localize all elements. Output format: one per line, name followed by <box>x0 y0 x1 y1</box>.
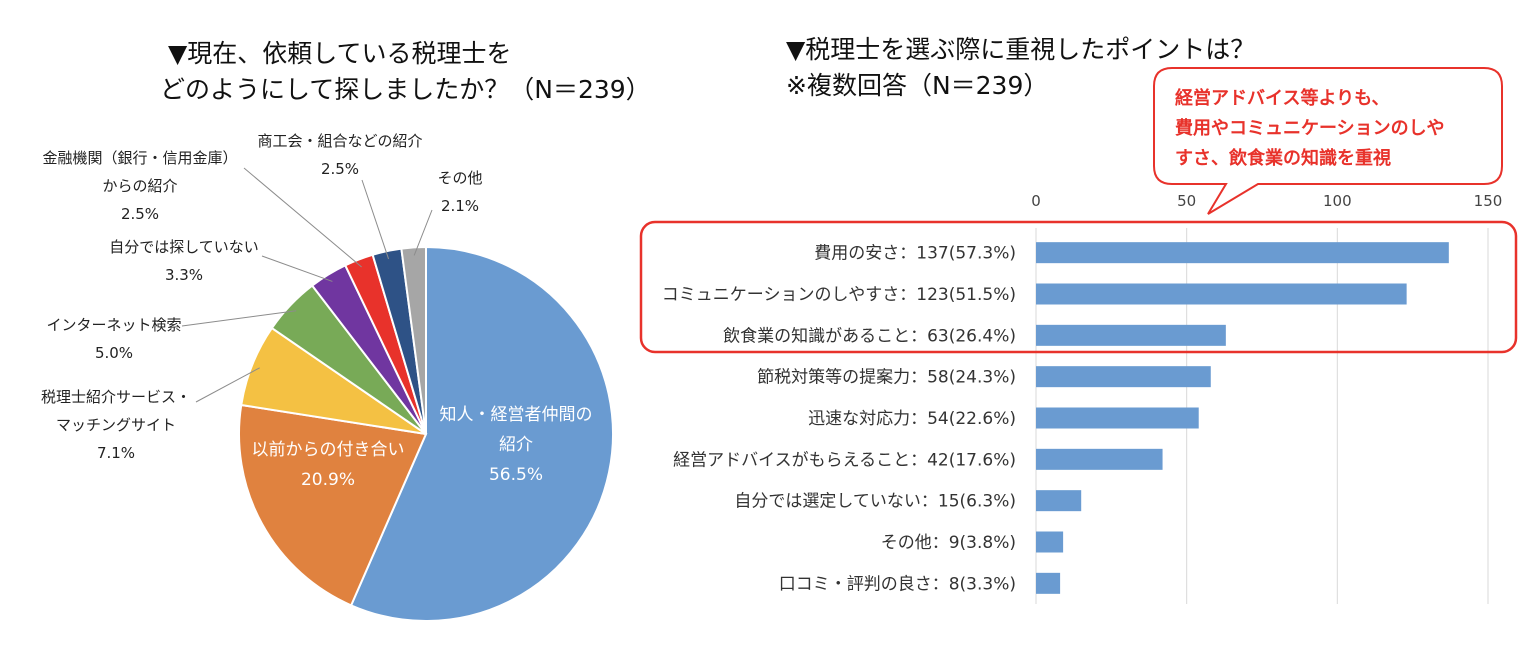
pie-slice-label: 7.1% <box>97 444 135 462</box>
pie-slice-label: 知人・経営者仲間の <box>440 405 593 425</box>
pie-slice-label: 56.5% <box>489 465 543 485</box>
callout-line-2: 費用やコミュニケーションのしや <box>1175 117 1444 139</box>
bar <box>1036 531 1064 553</box>
pie-slice-label: その他 <box>437 169 482 187</box>
pie-slice-label: 2.5% <box>121 205 159 223</box>
bar <box>1036 324 1226 346</box>
category-label: 費用の安さ：137(57.3%) <box>814 244 1016 264</box>
pie-slice-label: インターネット検索 <box>46 316 181 334</box>
leader-line <box>195 367 260 403</box>
pie-slice-label: 紹介 <box>499 435 533 455</box>
pie-slice-label: 金融機関（銀行・信用金庫） <box>42 149 237 167</box>
x-tick-label: 50 <box>1177 192 1196 210</box>
bar <box>1036 448 1163 470</box>
leader-line <box>361 179 390 260</box>
bar <box>1036 283 1407 305</box>
pie-slice-label: 5.0% <box>95 344 133 362</box>
pie-slice <box>400 245 427 435</box>
pie-slice-label: 3.3% <box>165 266 203 284</box>
pie-slice-label: 税理士紹介サービス・ <box>41 388 191 406</box>
pie-slice-label: 以前からの付き合い <box>252 440 405 460</box>
leader-line <box>243 167 362 268</box>
callout-bubble <box>1153 67 1503 215</box>
category-label: 口コミ・評判の良さ：8(3.3%) <box>779 574 1016 594</box>
category-label: 経営アドバイスがもらえること：42(17.6%) <box>673 450 1016 470</box>
bar-title-line-2: ※複数回答（N＝239） <box>786 71 1048 100</box>
callout: 経営アドバイス等よりも、 費用やコミュニケーションのしや すさ、飲食業の知識を重… <box>1153 67 1503 215</box>
leader-line <box>413 209 433 256</box>
category-label: 自分では選定していない：15(6.3%) <box>734 492 1016 512</box>
pie-slice-label: 2.1% <box>441 197 479 215</box>
leader-line <box>181 310 297 327</box>
bar-chart: 0 50 100 150 費用の安さ：137(57.3%) コミュニケーションのしやすさ：… <box>662 192 1503 604</box>
bar <box>1036 490 1082 512</box>
bar <box>1036 407 1199 429</box>
category-label: 迅速な対応力：54(22.6%) <box>808 409 1016 429</box>
x-tick-label: 0 <box>1031 192 1041 210</box>
category-label: 飲食業の知識があること：63(26.4%) <box>723 326 1016 346</box>
pie-slice-label: 20.9% <box>301 470 355 490</box>
pie-slice <box>349 245 614 622</box>
pie-slice-label: 商工会・組合などの紹介 <box>257 132 422 150</box>
bar-title-line-1: ▼税理士を選ぶ際に重視したポイントは？ <box>786 35 1255 64</box>
category-label: その他：9(3.8%) <box>881 533 1016 553</box>
pie-title-line-2: どのようにして探しましたか？（N＝239） <box>160 75 651 104</box>
x-tick-label: 100 <box>1323 192 1352 210</box>
callout-line-1: 経営アドバイス等よりも、 <box>1175 87 1390 109</box>
x-tick-label: 150 <box>1474 192 1503 210</box>
pie-title-line-1: ▼現在、依頼している税理士を <box>168 39 511 68</box>
bar <box>1036 572 1061 594</box>
highlight-box <box>639 220 1518 354</box>
category-label: 節税対策等の提案力：58(24.3%) <box>757 368 1016 388</box>
callout-line-3: すさ、飲食業の知識を重視 <box>1175 147 1391 169</box>
pie-slice-label: からの紹介 <box>102 177 177 195</box>
pie-slice <box>238 403 428 607</box>
bar <box>1036 366 1211 388</box>
bar <box>1036 242 1449 264</box>
category-label: コミュニケーションのしやすさ：123(51.5%) <box>662 285 1016 305</box>
pie-slice-label: 自分では探していない <box>109 238 259 256</box>
pie-slice-label: 2.5% <box>321 160 359 178</box>
pie-slice-label: マッチングサイト <box>56 416 176 434</box>
leader-line <box>261 255 333 282</box>
